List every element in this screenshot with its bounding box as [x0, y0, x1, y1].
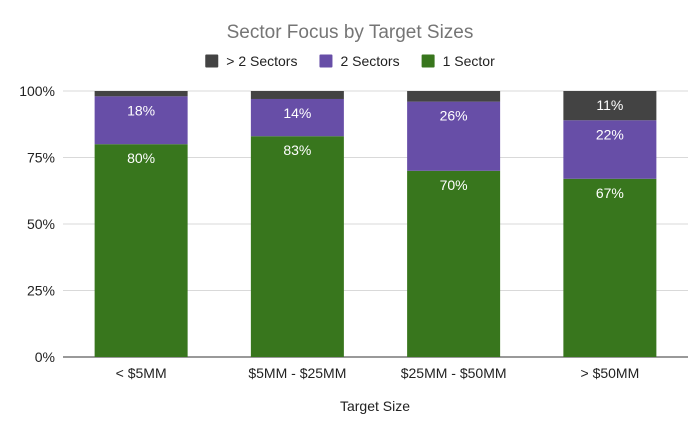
y-tick-label: 50% — [27, 216, 55, 232]
bars — [94, 91, 657, 357]
bar-1-sector — [563, 178, 657, 357]
data-label: 11% — [596, 97, 623, 113]
x-tick-label: $5MM - $25MM — [248, 365, 346, 381]
legend-item-1-sector: 1 Sector — [421, 53, 495, 69]
bar-1-sector — [94, 144, 188, 357]
legend-swatch — [319, 54, 333, 68]
data-label: 80% — [127, 150, 155, 166]
y-tick-label: 75% — [27, 150, 55, 166]
bar-1-sector — [407, 170, 501, 357]
x-axis: < $5MM $5MM - $25MM $25MM - $50MM > $50MM — [116, 365, 640, 381]
y-tick-label: 100% — [19, 83, 55, 99]
bar-2-sectors — [407, 91, 501, 102]
bar-2-sectors — [563, 91, 657, 121]
legend: > 2 Sectors 2 Sectors 1 Sector — [205, 53, 495, 69]
legend-item-2-sectors: > 2 Sectors — [205, 53, 297, 69]
legend-label: > 2 Sectors — [226, 53, 297, 69]
y-tick-label: 0% — [35, 349, 55, 365]
bar-2-sectors — [94, 96, 188, 145]
y-axis: 0% 25% 50% 75% 100% — [19, 83, 55, 365]
data-label: 67% — [596, 185, 624, 201]
data-label: 83% — [283, 142, 311, 158]
legend-item-2-sectors: 2 Sectors — [319, 53, 400, 69]
bar-1-sector — [250, 136, 344, 357]
bar-2-sectors — [250, 91, 344, 99]
y-tick-label: 25% — [27, 283, 55, 299]
bar-2-sectors — [94, 91, 188, 97]
legend-label: 2 Sectors — [340, 53, 399, 69]
data-label: 14% — [283, 105, 311, 121]
bar-2-sectors — [563, 120, 657, 179]
x-tick-label: > $50MM — [581, 365, 640, 381]
bar-2-sectors — [250, 98, 344, 137]
bar-2-sectors — [407, 101, 501, 171]
x-tick-label: < $5MM — [116, 365, 167, 381]
data-labels: 80% 18% 83% 14% 70% 26% 67% 22% 11% — [127, 97, 624, 201]
chart-title: Sector Focus by Target Sizes — [227, 22, 474, 43]
legend-swatch — [205, 54, 219, 68]
legend-label: 1 Sector — [443, 53, 495, 69]
data-label: 18% — [127, 102, 155, 118]
data-label: 70% — [440, 177, 468, 193]
x-axis-title: Target Size — [340, 398, 410, 414]
legend-swatch — [421, 54, 435, 68]
x-tick-label: $25MM - $50MM — [401, 365, 507, 381]
data-label: 22% — [596, 126, 624, 142]
data-label: 26% — [440, 108, 468, 124]
